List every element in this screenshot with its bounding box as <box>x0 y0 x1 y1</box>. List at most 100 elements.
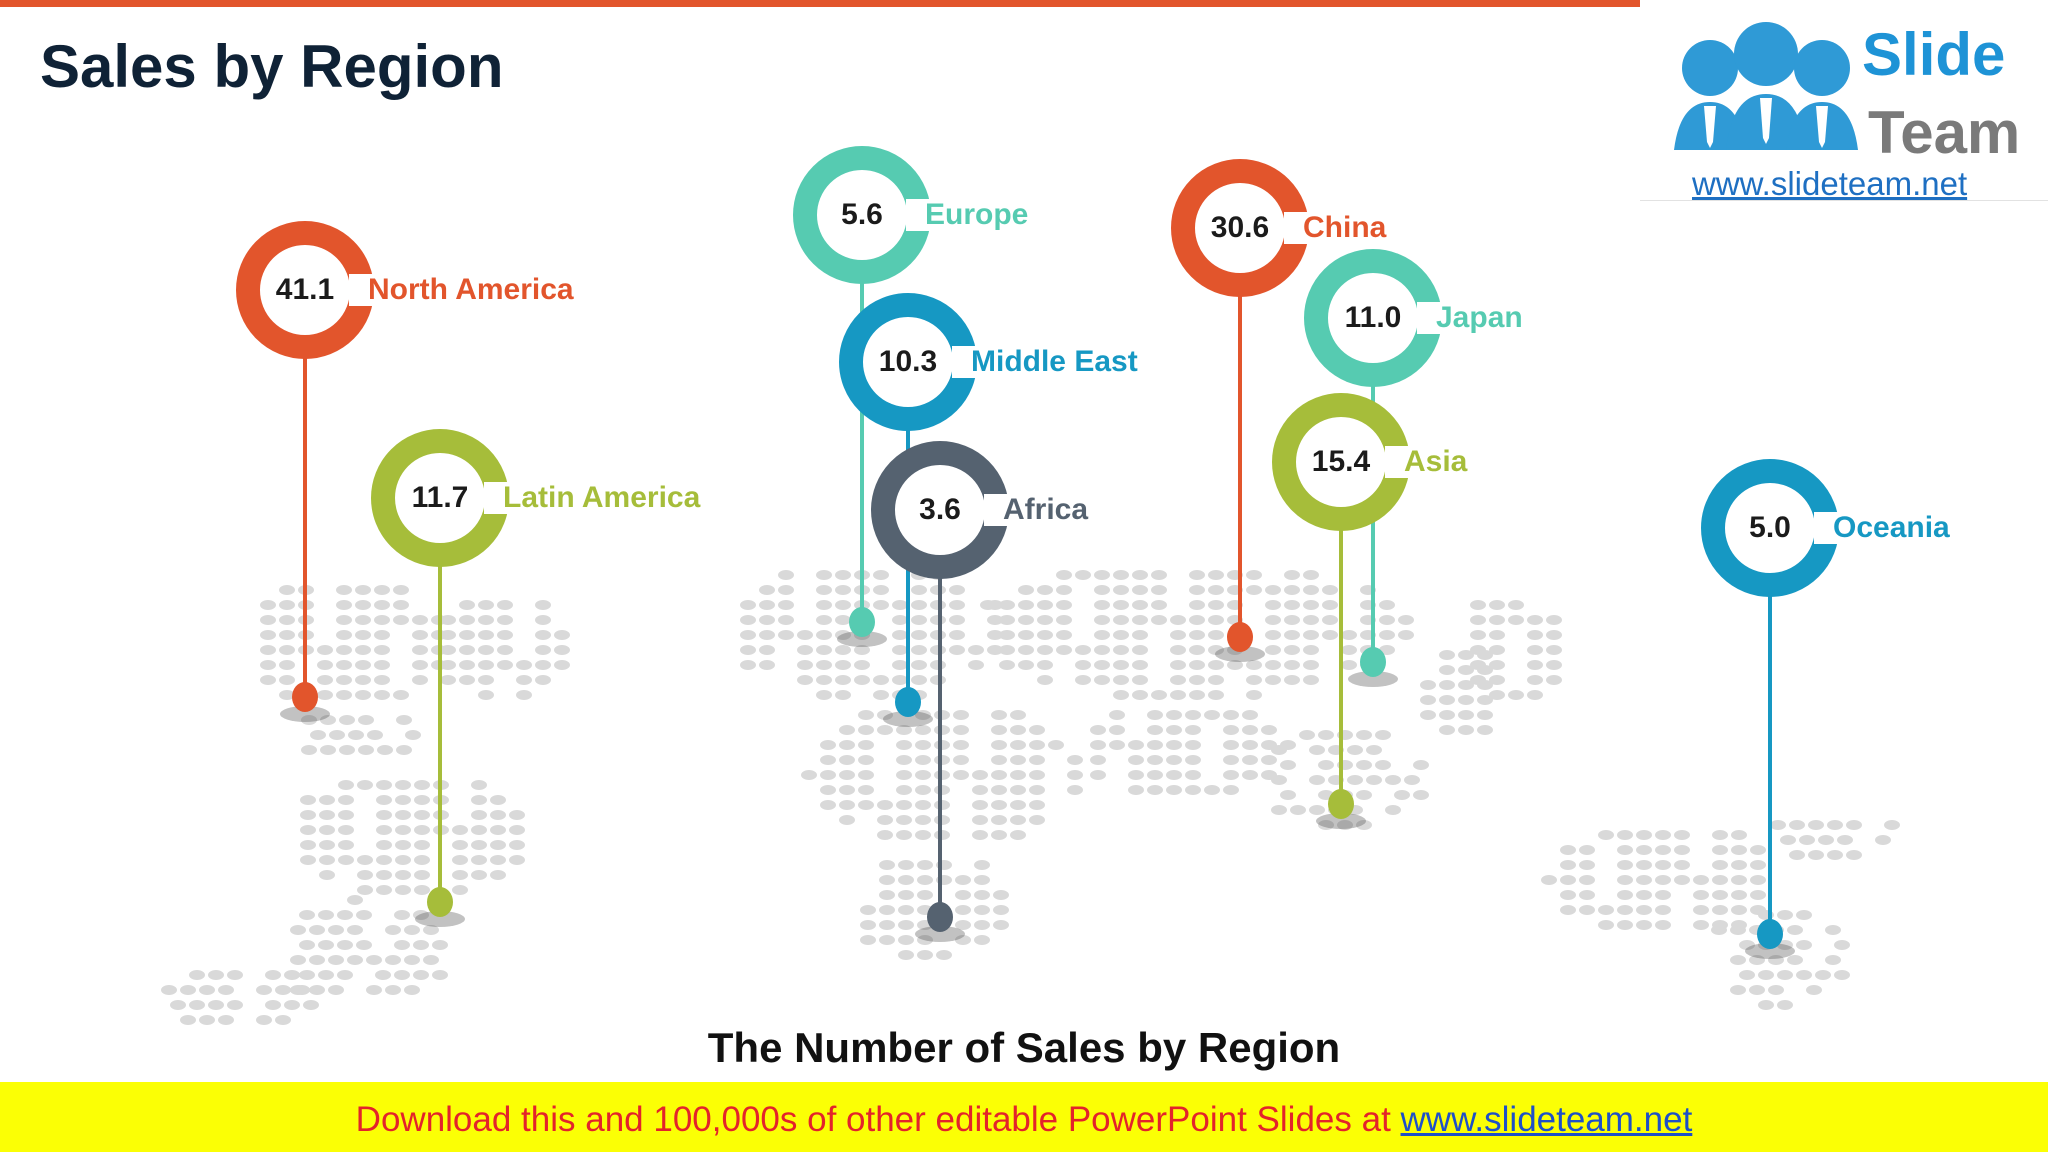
map-dot <box>892 660 908 670</box>
map-dot <box>355 675 371 685</box>
map-dot <box>1010 755 1026 765</box>
map-dot <box>972 770 988 780</box>
map-dot <box>1712 905 1728 915</box>
map-dot <box>394 940 410 950</box>
map-dot <box>1151 690 1167 700</box>
map-dot <box>1204 785 1220 795</box>
pin-label: North America <box>368 273 574 306</box>
map-dot <box>396 745 412 755</box>
map-dot <box>1750 890 1766 900</box>
map-dot <box>1208 585 1224 595</box>
map-dot <box>1489 630 1505 640</box>
map-dot <box>820 800 836 810</box>
map-dot <box>1508 600 1524 610</box>
map-dot <box>759 660 775 670</box>
map-dot <box>1420 680 1436 690</box>
map-dot <box>1128 755 1144 765</box>
map-dot <box>320 745 336 755</box>
map-dot <box>896 800 912 810</box>
map-dot <box>338 780 354 790</box>
banner-link[interactable]: www.slideteam.net <box>1400 1100 1693 1139</box>
map-dot <box>452 870 468 880</box>
map-dot <box>1303 660 1319 670</box>
map-dot <box>1730 985 1746 995</box>
pin-shadow <box>1745 943 1795 959</box>
logo-url-link[interactable]: www.slideteam.net <box>1692 165 1968 202</box>
map-dot <box>892 630 908 640</box>
map-dot <box>414 825 430 835</box>
map-dot <box>1010 725 1026 735</box>
map-dot <box>394 910 410 920</box>
pin-drop <box>1757 919 1783 949</box>
map-dot <box>1546 645 1562 655</box>
map-dot <box>991 740 1007 750</box>
map-dot <box>1655 890 1671 900</box>
map-dot <box>1322 585 1338 595</box>
map-dot <box>284 1000 300 1010</box>
map-dot <box>987 630 1003 640</box>
map-dot <box>1189 615 1205 625</box>
map-dot <box>1018 630 1034 640</box>
map-dot <box>1010 740 1026 750</box>
map-dot <box>1056 585 1072 595</box>
chart-subtitle: The Number of Sales by Region <box>707 1024 1341 1071</box>
map-dot <box>835 570 851 580</box>
map-dot <box>338 855 354 865</box>
map-dot <box>953 725 969 735</box>
map-dot <box>338 825 354 835</box>
map-dot <box>1094 645 1110 655</box>
map-dot <box>1290 805 1306 815</box>
pin-drop <box>292 682 318 712</box>
map-dot <box>1693 890 1709 900</box>
map-dot <box>991 815 1007 825</box>
map-dot <box>1010 830 1026 840</box>
map-dot <box>395 810 411 820</box>
map-dot <box>1398 615 1414 625</box>
map-dot <box>1067 755 1083 765</box>
map-dot <box>797 645 813 655</box>
map-dot <box>394 970 410 980</box>
map-dot <box>1029 785 1045 795</box>
map-dot <box>1271 805 1287 815</box>
map-dot <box>1527 690 1543 700</box>
map-dot <box>1780 835 1796 845</box>
map-dot <box>858 755 874 765</box>
map-dot <box>1271 745 1287 755</box>
map-dot <box>1470 645 1486 655</box>
map-dot <box>955 920 971 930</box>
pin-ring-gap <box>906 199 936 231</box>
map-dot <box>405 730 421 740</box>
map-dot <box>355 630 371 640</box>
map-dot <box>459 675 475 685</box>
map-dot <box>980 600 996 610</box>
map-dot <box>452 825 468 835</box>
map-dot <box>1560 875 1576 885</box>
map-dot <box>1037 585 1053 595</box>
map-dot <box>471 825 487 835</box>
pin-ring-gap <box>984 494 1014 526</box>
pin-value: 30.6 <box>1210 211 1270 244</box>
map-dot <box>412 675 428 685</box>
map-dot <box>816 645 832 655</box>
map-dot <box>328 925 344 935</box>
map-dot <box>478 660 494 670</box>
map-dot <box>355 645 371 655</box>
map-dot <box>1242 740 1258 750</box>
map-dot <box>459 630 475 640</box>
map-dot <box>199 1015 215 1025</box>
map-dot <box>279 690 295 700</box>
map-dot <box>1560 890 1576 900</box>
map-dot <box>1132 630 1148 640</box>
map-dot <box>778 630 794 640</box>
slideteam-logo[interactable]: Slide Team www.slideteam.net <box>1640 0 2048 202</box>
map-dot <box>1366 775 1382 785</box>
map-dot <box>1090 755 1106 765</box>
map-dot <box>1617 860 1633 870</box>
map-dot <box>1731 890 1747 900</box>
map-dot <box>355 600 371 610</box>
map-dot <box>955 875 971 885</box>
map-dot <box>328 985 344 995</box>
map-dot <box>535 675 551 685</box>
map-dot <box>1674 875 1690 885</box>
pin-shadow <box>1348 671 1398 687</box>
